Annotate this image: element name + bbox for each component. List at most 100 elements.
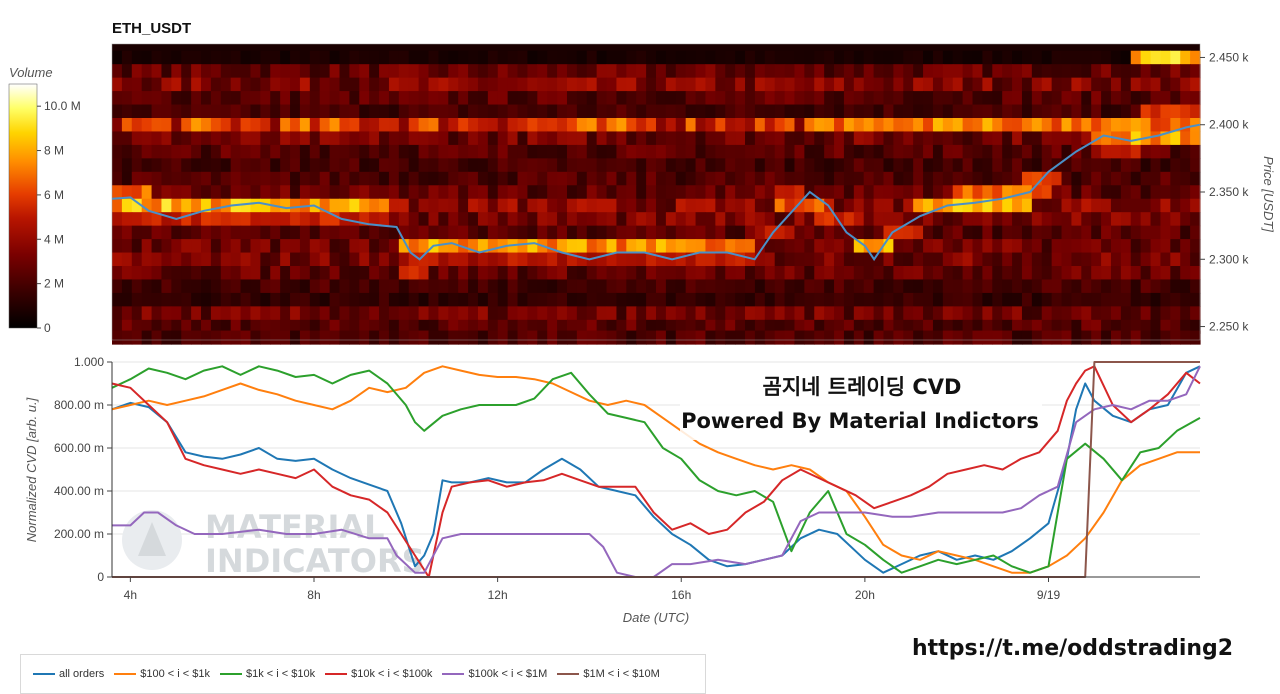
heatmap-cell — [1170, 330, 1181, 345]
heatmap-cell — [299, 171, 311, 186]
heatmap-cell — [112, 91, 123, 106]
heatmap-cell — [369, 239, 380, 254]
heatmap-cell — [893, 306, 904, 321]
heatmap-cell — [379, 50, 390, 65]
heatmap-cell — [1180, 330, 1191, 345]
heatmap-cell — [171, 225, 182, 240]
heatmap-cell — [517, 266, 529, 281]
heatmap-cell — [784, 266, 796, 281]
heatmap-cell — [349, 64, 360, 79]
heatmap-cell — [675, 185, 687, 200]
heatmap-cell — [656, 239, 667, 254]
heatmap-cell — [240, 144, 252, 159]
legend-item[interactable]: $10k < i < $100k — [325, 668, 432, 680]
heatmap-cell — [695, 131, 707, 146]
heatmap-cell — [547, 144, 558, 159]
heatmap-cell — [1012, 266, 1023, 281]
heatmap-cell — [220, 64, 232, 79]
heatmap-cell — [260, 330, 271, 345]
heatmap-cell — [586, 50, 598, 65]
heatmap-cell — [1150, 198, 1162, 213]
heatmap-cell — [656, 319, 667, 334]
heatmap-cell — [547, 77, 558, 92]
heatmap-cell — [646, 292, 657, 307]
heatmap-cell — [1150, 292, 1162, 307]
heatmap-cell — [161, 171, 172, 186]
heatmap-cell — [458, 319, 469, 334]
heatmap-cell — [458, 306, 469, 321]
heatmap-cell — [784, 144, 796, 159]
heatmap-cell — [448, 118, 459, 133]
legend-item[interactable]: all orders — [33, 668, 104, 680]
heatmap-cell — [962, 306, 974, 321]
heatmap-cell — [398, 118, 410, 133]
heatmap-cell — [952, 225, 964, 240]
heatmap-cell — [962, 225, 974, 240]
heatmap-cell — [903, 292, 914, 307]
heatmap-cell — [448, 266, 459, 281]
heatmap-cell — [151, 91, 163, 106]
heatmap-cell — [418, 225, 430, 240]
heatmap-cell — [1160, 306, 1171, 321]
heatmap-cell — [972, 131, 983, 146]
heatmap-cell — [1110, 64, 1122, 79]
heatmap-cell — [151, 131, 163, 146]
heatmap-cell — [141, 118, 153, 133]
legend-item[interactable]: $100k < i < $1M — [442, 668, 547, 680]
legend-item[interactable]: $1M < i < $10M — [557, 668, 660, 680]
heatmap-cell — [151, 158, 163, 173]
heatmap-cell — [1140, 64, 1152, 79]
heatmap-cell — [725, 225, 736, 240]
heatmap-cell — [220, 239, 232, 254]
heatmap-cell — [566, 144, 578, 159]
cvd-x-axis-title: Date (UTC) — [623, 610, 689, 625]
heatmap-cell — [438, 171, 449, 186]
heatmap-cell — [566, 185, 578, 200]
heatmap-cell — [566, 319, 578, 334]
heatmap-cell — [537, 306, 548, 321]
heatmap-cell — [280, 118, 291, 133]
heatmap-cell — [843, 64, 855, 79]
heatmap-cell — [735, 118, 746, 133]
heatmap-cell — [1130, 252, 1142, 267]
heatmap-cell — [576, 239, 588, 254]
heatmap-cell — [903, 239, 914, 254]
heatmap-cell — [754, 239, 766, 254]
legend-item[interactable]: $100 < i < $1k — [114, 668, 210, 680]
heatmap-cell — [517, 279, 529, 294]
heatmap-cell — [339, 185, 350, 200]
heatmap-cell — [329, 239, 341, 254]
legend-item[interactable]: $1k < i < $10k — [219, 668, 315, 680]
heatmap-cell — [329, 144, 341, 159]
heatmap-cell — [725, 131, 736, 146]
heatmap-cell — [141, 171, 153, 186]
heatmap-cell — [1091, 118, 1102, 133]
heatmap-cell — [675, 212, 687, 227]
heatmap-cell — [191, 292, 202, 307]
heatmap-cell — [1091, 239, 1102, 254]
heatmap-cell — [349, 171, 360, 186]
heatmap-cell — [171, 198, 182, 213]
heatmap-cell — [952, 212, 964, 227]
heatmap-cell — [824, 77, 835, 92]
heatmap-cell — [537, 279, 548, 294]
heatmap-cell — [705, 266, 716, 281]
heatmap-cell — [557, 91, 568, 106]
heatmap-cell — [547, 239, 558, 254]
heatmap-cell — [942, 144, 954, 159]
heatmap-cell — [695, 50, 707, 65]
heatmap-cell — [843, 239, 855, 254]
heatmap-cell — [636, 158, 647, 173]
heatmap-cell — [942, 212, 954, 227]
heatmap-cell — [1190, 212, 1201, 227]
heatmap-cell — [1031, 171, 1043, 186]
heatmap-cell — [804, 292, 815, 307]
telegram-link[interactable]: https://t.me/oddstrading2 — [912, 636, 1234, 661]
cvd-y-tick-label: 0 — [97, 570, 104, 584]
heatmap-cell — [468, 330, 479, 345]
heatmap-cell — [201, 131, 212, 146]
heatmap-cell — [695, 158, 707, 173]
heatmap-cell — [121, 118, 133, 133]
heatmap-cell — [181, 50, 192, 65]
heatmap-cell — [319, 306, 331, 321]
